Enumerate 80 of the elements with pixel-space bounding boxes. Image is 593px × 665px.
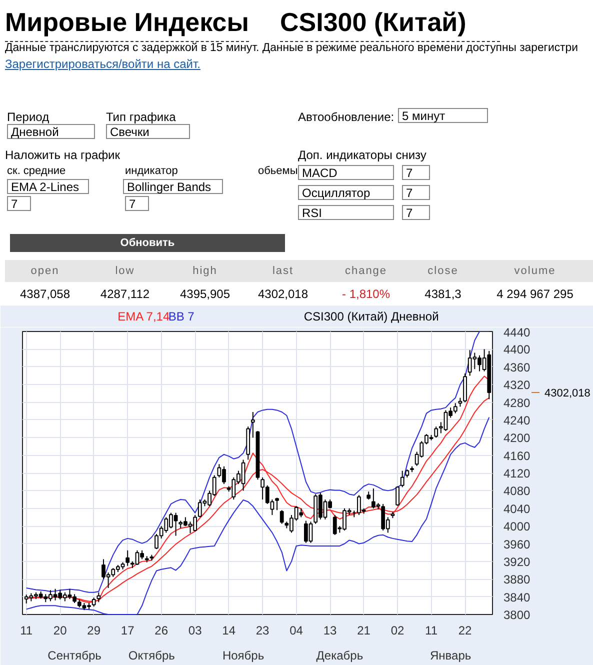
text: Автообновление: [298, 109, 394, 126]
text: Период [7, 109, 50, 126]
text: RSI [298, 205, 394, 220]
text: Декабрь [316, 648, 364, 662]
text: close [426, 264, 460, 279]
text: индикатор [125, 164, 178, 179]
text: Обновить [10, 234, 285, 252]
text: volume [513, 264, 557, 279]
y-tick-label: 3800 [504, 608, 531, 622]
y-tick-label: 4240 [504, 413, 531, 428]
text: Тип графика [106, 109, 176, 126]
text: Осциллятор [298, 185, 394, 200]
text: Свечки [106, 124, 190, 139]
text: 7 [7, 196, 31, 211]
x-tick-label: 22 [458, 624, 472, 638]
text: 4287,112 [100, 287, 150, 301]
x-tick-label: 03 [188, 624, 202, 638]
y-tick-label: 4400 [504, 342, 531, 357]
text: 4387,058 [20, 287, 70, 301]
text: 4395,905 [180, 287, 230, 301]
y-tick-label: 4280 [504, 396, 531, 410]
y-tick-label: 3920 [504, 554, 531, 569]
text: 5 минут [398, 108, 488, 123]
text: Доп. индикаторы снизу [298, 147, 426, 164]
y-tick-label: 3880 [504, 572, 531, 587]
text: EMA 2-Lines [7, 179, 89, 194]
x-tick-label: 21 [357, 624, 371, 638]
text: 7 [402, 205, 430, 220]
text: 7 [402, 165, 430, 180]
text: EMA 7,14 [118, 310, 170, 324]
text: low [114, 264, 136, 279]
text: Январь [430, 648, 472, 662]
text: 4381,3 [424, 287, 462, 301]
x-tick-label: 13 [323, 624, 338, 638]
text: last [271, 264, 295, 279]
text: Октябрь [128, 648, 175, 662]
x-tick-label: 20 [53, 624, 68, 638]
x-tick-label: 11 [20, 624, 33, 638]
text: MACD [298, 165, 394, 180]
text: - 1,810% [342, 287, 390, 301]
y-tick-label: 4040 [504, 502, 531, 516]
text: Дневной [7, 124, 95, 139]
x-tick-label: 29 [87, 624, 101, 638]
y-tick-label: 4320 [504, 378, 531, 392]
x-tick-label: 26 [154, 624, 168, 638]
text: Ноябрь [222, 648, 264, 662]
text: 4 294 967 295 [496, 286, 574, 303]
y-tick-label: 4080 [504, 484, 531, 498]
x-tick-label: 14 [222, 624, 236, 638]
text: Мировые Индексы [5, 4, 249, 42]
text: BB 7 [168, 310, 195, 324]
text: Bollinger Bands [123, 179, 223, 194]
x-tick-label: 04 [290, 624, 304, 638]
y-tick-label: 3960 [504, 537, 531, 552]
text: open [30, 264, 60, 279]
text: 7 [125, 196, 149, 211]
text: Сентябрь [48, 648, 102, 662]
x-tick-label: 17 [120, 624, 135, 638]
y-tick-label: 4120 [504, 466, 531, 480]
text: 4302,018 [258, 287, 308, 301]
text: 7 [402, 185, 430, 200]
y-tick-label: 4160 [504, 448, 531, 463]
x-tick-label: 23 [256, 624, 270, 638]
text: CSI300 (Китай) [280, 4, 500, 42]
y-tick-label: 4360 [504, 360, 531, 374]
text: Наложить на график [5, 147, 120, 164]
text: change [344, 264, 388, 279]
text: Зарегистрироваться/войти на сайт. [5, 56, 200, 73]
text: обьемы [258, 164, 298, 179]
text: 4302,018 [544, 388, 590, 400]
text: ск. средние [7, 164, 66, 179]
x-tick-label: 11 [425, 624, 438, 638]
y-tick-label: 3840 [504, 590, 531, 604]
x-tick-label: 02 [390, 624, 405, 638]
text: high [192, 264, 218, 279]
y-tick-label: 4440 [504, 326, 531, 340]
y-tick-label: 4000 [504, 520, 531, 534]
chart-title: CSI300 (Китай) Дневной [304, 310, 439, 324]
text: Данные транслируются с задержкой в 15 минут. Данные в режиме реального времени доступны зарегистри [5, 41, 578, 56]
y-tick-label: 4200 [504, 431, 531, 446]
